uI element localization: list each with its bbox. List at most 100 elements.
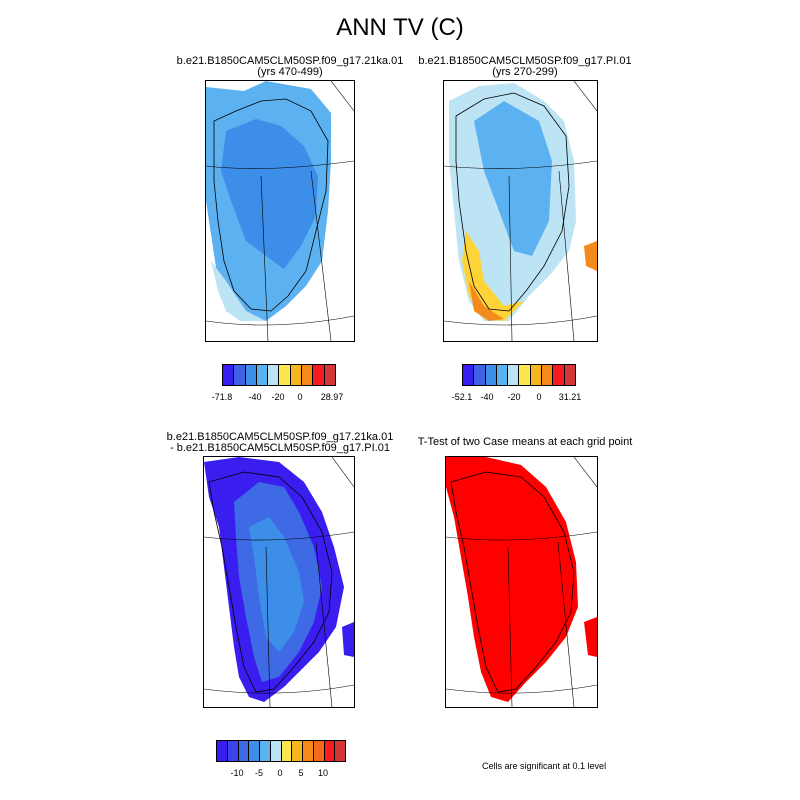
panel4-map — [445, 456, 598, 708]
colorbar-swatch — [474, 365, 486, 385]
colorbar-swatch — [313, 741, 325, 761]
colorbar-1-label: 0 — [297, 392, 303, 402]
meridian-line — [507, 546, 513, 707]
colorbar-2-label: -40 — [480, 392, 494, 402]
panel3-map — [203, 456, 355, 708]
colorbar-1-label: -40 — [248, 392, 262, 402]
parallel-line — [444, 315, 597, 326]
colorbar-swatch — [324, 365, 335, 385]
colorbar-swatch — [542, 365, 554, 385]
coastline — [450, 471, 575, 693]
colorbar-swatch — [260, 741, 271, 761]
colorbar-3-label: 5 — [298, 768, 304, 778]
panel3-map-svg — [204, 457, 354, 707]
colorbar-swatch — [290, 365, 303, 385]
colorbar-3 — [216, 740, 346, 762]
colorbar-1-label: -71.8 — [211, 392, 233, 402]
colorbar-swatch — [519, 365, 531, 385]
difference-region — [249, 517, 304, 652]
meridian-line — [557, 541, 575, 707]
colorbar-swatch — [270, 741, 282, 761]
panel2-title: b.e21.B1850CAM5CLM50SP.f09_g17.PI.01 (yr… — [385, 56, 665, 78]
colorbar-swatch — [256, 365, 269, 385]
colorbar-2-label: 0 — [536, 392, 542, 402]
colorbar-swatch — [485, 365, 497, 385]
colorbar-swatch — [463, 365, 475, 385]
panel1-title-line1: b.e21.B1850CAM5CLM50SP.f09_g17.21ka.01 — [176, 55, 404, 67]
difference-region — [342, 622, 354, 657]
colorbar-1-labels: -71.8 -40 -20 0 28.97 — [212, 392, 344, 404]
colorbar-swatch — [268, 365, 280, 385]
significant-cells — [446, 457, 578, 702]
meridian-line — [558, 170, 575, 341]
colorbar-swatch — [292, 741, 303, 761]
meridian-line — [508, 175, 513, 341]
coastline — [455, 92, 570, 312]
colorbar-swatch — [303, 741, 314, 761]
colorbar-swatch — [223, 365, 235, 385]
colorbar-swatch — [530, 365, 543, 385]
colorbar-2-label: -52.1 — [451, 392, 473, 402]
colorbar-swatch — [249, 741, 260, 761]
meridian-line — [310, 170, 332, 341]
colorbar-swatch — [508, 365, 520, 385]
ice-sheet-edge — [211, 261, 266, 321]
panel2-title-line2: (yrs 270-299) — [492, 66, 558, 78]
panel1-map-svg — [206, 81, 354, 341]
significance-note: Cells are significant at 0.1 level — [482, 761, 607, 771]
panel3-title-line2: - b.e21.B1850CAM5CLM50SP.f09_g17.PI.01 — [170, 442, 390, 454]
panel2-title-line1: b.e21.B1850CAM5CLM50SP.f09_g17.PI.01 — [418, 55, 632, 67]
parallel-line — [206, 315, 354, 326]
colorbar-2-label: 31.21 — [558, 392, 582, 402]
colorbar-3-label: 10 — [317, 768, 329, 778]
colorbar-swatch — [496, 365, 509, 385]
main-title: ANN TV (C) — [336, 14, 464, 41]
parallel-line — [573, 457, 597, 488]
meridian-line — [315, 541, 333, 707]
parallel-line — [206, 160, 354, 169]
colorbar-swatch — [553, 365, 565, 385]
ice-sheet-inner — [221, 119, 318, 269]
meridian-line — [260, 175, 269, 341]
parallel-line — [444, 160, 597, 169]
coastline — [208, 471, 333, 693]
colorbar-swatch — [281, 741, 293, 761]
colorbar-swatch — [324, 741, 336, 761]
parallel-line — [204, 684, 354, 694]
panel4-title-line1: T-Test of two Case means at each grid po… — [417, 436, 633, 448]
colorbar-3-label: 0 — [277, 768, 283, 778]
colorbar-1-label: 28.97 — [320, 392, 344, 402]
colorbar-3-label: -10 — [230, 768, 244, 778]
meridian-line — [265, 546, 271, 707]
panel4-map-svg — [446, 457, 597, 707]
colorbar-swatch — [234, 365, 246, 385]
warm-coastal-band — [584, 241, 597, 271]
colorbar-swatch — [279, 365, 291, 385]
parallel-line — [573, 81, 597, 112]
colorbar-2 — [462, 364, 576, 386]
colorbar-swatch — [313, 365, 325, 385]
panel3-title-line1: b.e21.B1850CAM5CLM50SP.f09_g17.21ka.01 — [166, 431, 394, 443]
panel2-map-svg — [444, 81, 597, 341]
panel1-map — [205, 80, 355, 342]
ice-sheet-inner — [474, 101, 552, 256]
parallel-line — [330, 81, 354, 112]
panel1-title: b.e21.B1850CAM5CLM50SP.f09_g17.21ka.01 (… — [150, 56, 430, 78]
significant-cells — [584, 617, 597, 657]
colorbar-swatch — [335, 741, 345, 761]
warm-coastal-band — [469, 281, 504, 321]
colorbar-swatch — [238, 741, 250, 761]
colorbar-swatch — [217, 741, 228, 761]
colorbar-2-label: -20 — [507, 392, 521, 402]
panel2-map — [443, 80, 598, 342]
coastline — [213, 98, 329, 312]
colorbar-3-labels: -10 -5 0 5 10 — [216, 768, 346, 780]
colorbar-3-label: -5 — [254, 768, 264, 778]
panel3-title: b.e21.B1850CAM5CLM50SP.f09_g17.21ka.01 -… — [140, 432, 420, 454]
colorbar-1 — [222, 364, 336, 386]
parallel-line — [446, 531, 597, 541]
colorbar-swatch — [564, 365, 575, 385]
colorbar-swatch — [302, 365, 314, 385]
parallel-line — [446, 684, 597, 694]
parallel-line — [331, 457, 354, 488]
